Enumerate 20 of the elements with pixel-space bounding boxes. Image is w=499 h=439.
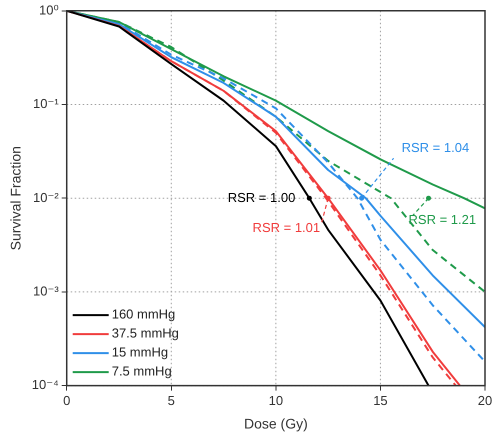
x-tick-label: 15	[373, 392, 388, 408]
legend-label: 7.5 mmHg	[112, 364, 172, 379]
annotation: RSR = 1.00	[228, 190, 296, 205]
legend-label: 160 mmHg	[112, 306, 176, 322]
legend-label: 15 mmHg	[112, 344, 168, 360]
y-tick-label: 10⁻¹	[33, 96, 60, 112]
x-tick-label: 5	[168, 392, 175, 408]
y-tick-label: 10⁻⁴	[32, 377, 59, 392]
y-tick-label: 10⁻³	[33, 283, 60, 298]
y-axis-title: Survival Fraction	[7, 146, 24, 250]
x-axis-title: Dose (Gy)	[244, 415, 308, 432]
x-tick-label: 10	[268, 392, 284, 408]
x-tick-label: 20	[478, 392, 492, 408]
annotation: RSR = 1.01	[252, 220, 320, 235]
x-tick-label: 0	[63, 392, 70, 408]
y-tick-label: 10⁰	[39, 2, 59, 18]
annotation: RSR = 1.04	[402, 140, 470, 155]
y-tick-label: 10⁻²	[33, 190, 60, 205]
annotation: RSR = 1.21	[408, 212, 476, 227]
legend-label: 37.5 mmHg	[112, 326, 179, 341]
